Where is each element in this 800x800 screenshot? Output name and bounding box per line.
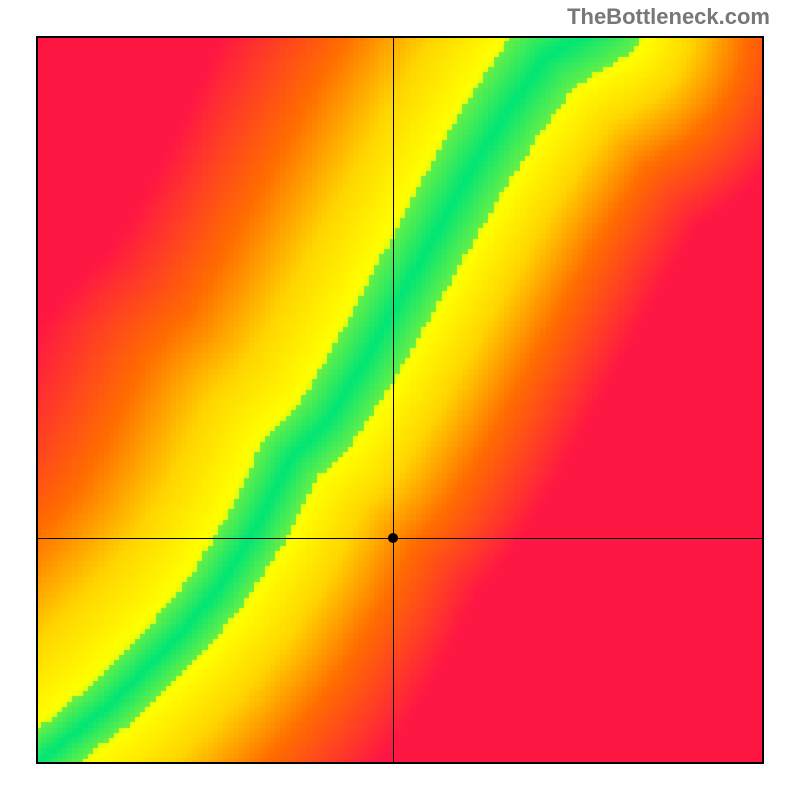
plot-area <box>36 36 764 764</box>
heatmap-canvas <box>36 36 764 764</box>
chart-container: TheBottleneck.com <box>0 0 800 800</box>
watermark-text: TheBottleneck.com <box>567 4 770 30</box>
